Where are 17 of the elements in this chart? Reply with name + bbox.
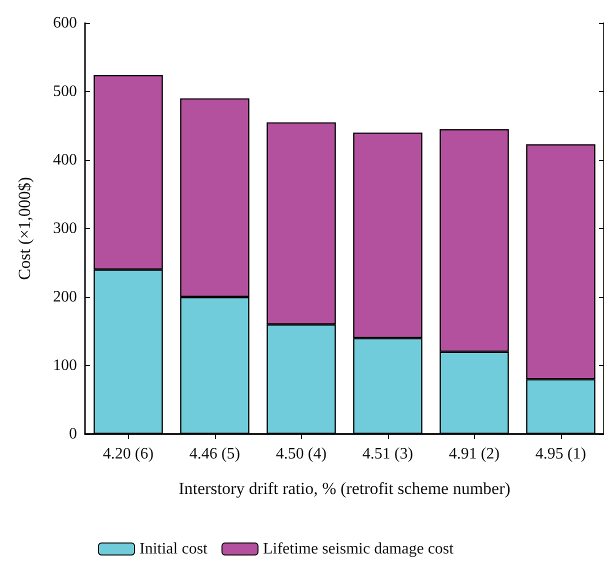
y-axis-title: Cost (×1,000$) bbox=[15, 176, 34, 280]
y-tick-label: 300 bbox=[53, 220, 77, 237]
legend-label: Lifetime seismic damage cost bbox=[262, 540, 454, 558]
x-tick-label: 4.95 (1) bbox=[535, 446, 586, 462]
x-axis-title: Interstory drift ratio, % (retrofit scheme number) bbox=[178, 479, 510, 498]
y-tick-label: 100 bbox=[53, 357, 77, 374]
y-tick-label: 400 bbox=[53, 152, 77, 168]
y-tick-label: 200 bbox=[53, 288, 77, 306]
x-tick-label: 4.50 (4) bbox=[276, 446, 327, 462]
x-tick-label: 4.20 (6) bbox=[102, 446, 154, 462]
y-tick-label: 600 bbox=[53, 14, 77, 32]
x-tick-label: 4.51 (3) bbox=[362, 446, 414, 462]
legend-label: Initial cost bbox=[140, 540, 208, 558]
y-tick-label: 0 bbox=[69, 426, 77, 442]
x-tick-label: 4.46 (5) bbox=[189, 446, 240, 462]
y-tick-label: 500 bbox=[53, 83, 77, 100]
x-tick-label: 4.91 (2) bbox=[448, 446, 500, 462]
